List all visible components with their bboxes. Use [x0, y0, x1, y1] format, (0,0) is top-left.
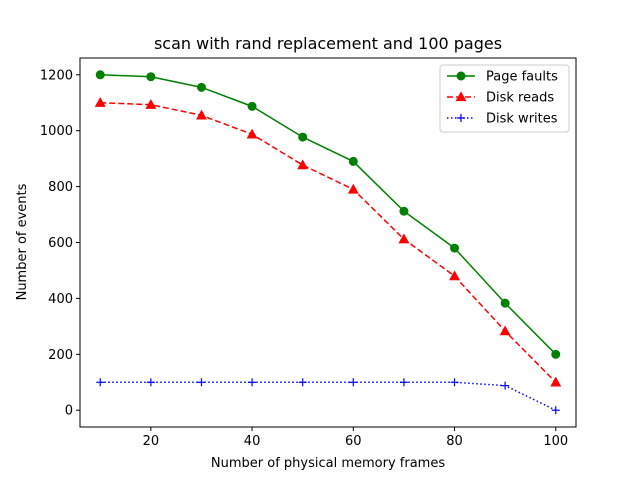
data-point [246, 128, 258, 139]
data-point [146, 378, 155, 387]
data-point [248, 378, 257, 387]
data-point [349, 378, 358, 387]
series-1 [95, 70, 561, 359]
data-point [347, 183, 359, 194]
legend-swatch-marker [457, 114, 465, 122]
data-point [500, 298, 510, 308]
data-point [499, 325, 511, 336]
data-point [196, 109, 207, 120]
data-point [449, 270, 460, 281]
series-line [100, 74, 557, 355]
data-point [551, 406, 560, 415]
data-point [450, 378, 459, 387]
data-point [146, 72, 156, 82]
y-tick-label: 800 [48, 180, 73, 195]
x-tick-label: 40 [244, 434, 261, 449]
x-tick-label: 100 [543, 434, 568, 449]
chart-title: scan with rand replacement and 100 pages [154, 34, 502, 53]
legend-item-3: Disk writes [447, 112, 558, 127]
x-tick-label: 20 [143, 434, 160, 449]
y-tick-label: 0 [65, 404, 73, 419]
data-point [501, 381, 510, 390]
data-point [399, 206, 409, 216]
data-point [399, 378, 408, 387]
plot-area [94, 70, 562, 415]
legend-label: Disk writes [486, 112, 558, 127]
legend-box [439, 64, 570, 133]
data-point [298, 378, 307, 387]
y-tick-label: 1200 [40, 68, 73, 83]
y-tick-label: 200 [48, 348, 73, 363]
legend-swatch-marker [455, 91, 467, 102]
y-tick-label: 400 [48, 292, 73, 307]
x-tick-label: 60 [345, 434, 362, 449]
series-3 [96, 378, 560, 415]
data-point [298, 132, 308, 142]
data-point [95, 70, 105, 80]
data-point [551, 349, 561, 359]
legend-item-1: Page faults [447, 70, 558, 85]
data-point [247, 101, 257, 111]
data-point [450, 243, 460, 253]
data-point [550, 376, 562, 387]
x-axis-label: Number of physical memory frames [211, 456, 445, 471]
legend-label: Disk reads [486, 91, 554, 106]
data-point [297, 159, 309, 170]
y-tick-label: 1000 [40, 124, 73, 139]
x-tick-label: 80 [446, 434, 463, 449]
legend-swatch-marker [456, 71, 466, 81]
y-axis-label: Number of events [15, 183, 30, 300]
series-line [100, 101, 557, 383]
legend-label: Page faults [486, 70, 558, 85]
data-point [398, 233, 410, 244]
y-tick-label: 600 [48, 236, 73, 251]
data-point [197, 378, 206, 387]
data-point [96, 378, 105, 387]
data-point [145, 99, 157, 109]
data-point [348, 156, 358, 166]
legend-item-2: Disk reads [447, 91, 554, 106]
data-point [196, 82, 206, 92]
data-point [94, 97, 106, 107]
legend: Page faults Disk reads Disk writes [439, 64, 570, 133]
series-2 [94, 97, 562, 387]
